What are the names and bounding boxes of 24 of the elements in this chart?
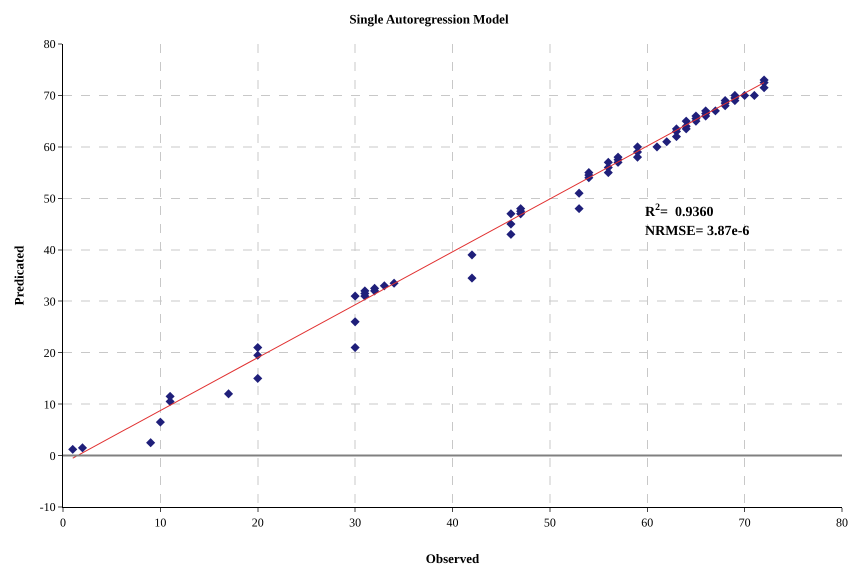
x-tick-label: 50 xyxy=(544,515,556,530)
y-tick-label: -10 xyxy=(40,500,56,514)
x-tick-label: 40 xyxy=(446,515,458,530)
x-tick-label: 0 xyxy=(60,515,66,530)
y-tick-label: 0 xyxy=(50,448,56,463)
y-tick-label: 30 xyxy=(44,294,56,308)
chart-title: Single Autoregression Model xyxy=(349,11,509,26)
y-tick-label: 20 xyxy=(44,346,56,360)
y-tick-label: 40 xyxy=(44,242,56,257)
x-tick-label: 10 xyxy=(154,515,166,530)
y-axis-title: Predicated xyxy=(12,244,27,306)
annotation: NRMSE= 3.87e-6 xyxy=(645,224,750,239)
x-tick-label: 60 xyxy=(641,515,654,530)
y-tick-label: 80 xyxy=(44,37,56,52)
x-tick-label: 20 xyxy=(252,515,264,530)
annotation: R$^{2}$= 0.9360 xyxy=(645,202,714,220)
y-tick-label: 10 xyxy=(44,397,56,412)
y-tick-label: 60 xyxy=(44,140,56,154)
x-axis-title: Observed xyxy=(426,551,480,566)
x-tick-label: 30 xyxy=(349,515,362,530)
y-tick-label: 50 xyxy=(44,192,56,206)
y-tick-label: 70 xyxy=(44,88,56,103)
x-tick-label: 80 xyxy=(836,515,848,530)
x-tick-label: 70 xyxy=(738,515,751,530)
